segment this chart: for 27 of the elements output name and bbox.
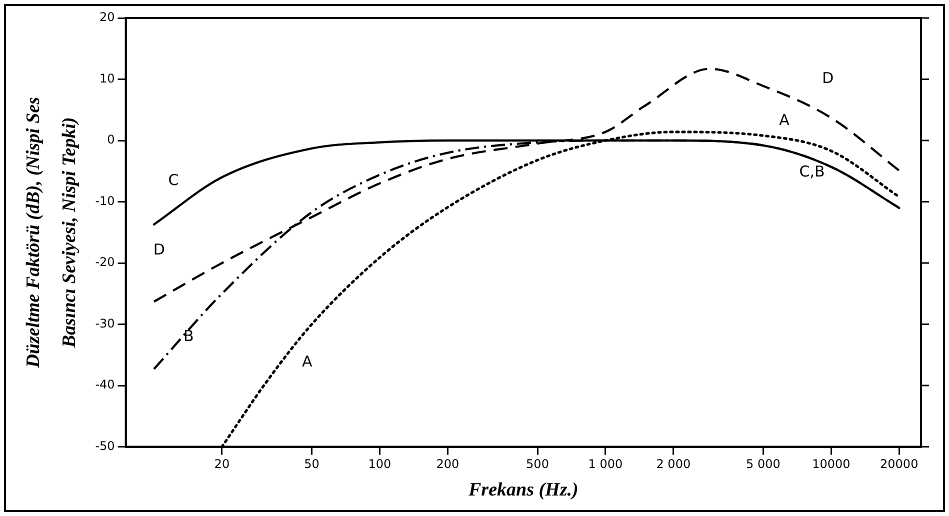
y-tick-label: -30: [95, 316, 115, 330]
annotation: A: [302, 352, 313, 371]
y-tick-label: -40: [95, 378, 115, 392]
annotation: B: [183, 326, 194, 345]
y-tick-label: -20: [95, 255, 115, 270]
x-tick-label: 100: [368, 457, 392, 472]
y-tick-label: 10: [100, 71, 115, 86]
y-tick-label: 0: [107, 132, 115, 147]
x-axis-title: Frekans (Hz.): [468, 480, 578, 501]
annotation: C: [168, 170, 179, 189]
annotation: D: [822, 68, 834, 87]
x-tick-label: 20: [214, 457, 230, 472]
x-tick-label: 2 000: [656, 457, 691, 472]
y-axis-title: Düzeltme Faktörü (dB), (Nispi Ses Basıncı Seviyesi, Nispi Tepki): [22, 97, 80, 369]
annotation: D: [153, 240, 165, 259]
y-tick-label: 20: [100, 10, 115, 24]
x-tick-label: 5 000: [746, 457, 780, 472]
x-tick-label: 20000: [880, 457, 918, 472]
x-tick-label: 1 000: [588, 457, 623, 472]
x-tick-label: 200: [436, 457, 460, 472]
annotation: C,B: [799, 162, 825, 181]
x-tick-label: 500: [526, 457, 549, 472]
x-tick-label: 50: [304, 457, 320, 472]
annotation: A: [779, 110, 790, 129]
y-tick-label: -50: [95, 438, 115, 453]
y-tick-label: -10: [95, 194, 115, 208]
x-tick-label: 10000: [812, 457, 850, 472]
